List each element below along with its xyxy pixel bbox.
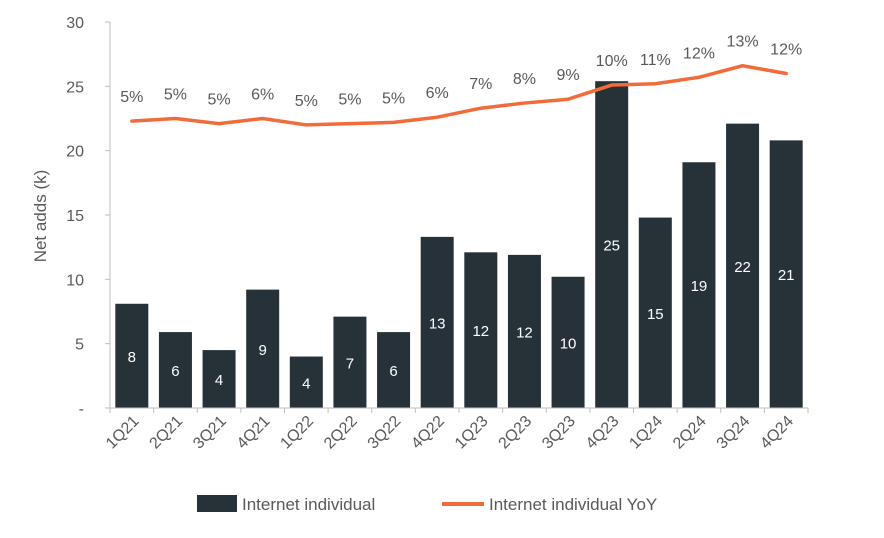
bar-value-label: 12 [516, 324, 533, 341]
bar-value-label: 4 [215, 372, 223, 389]
y-tick-label: 20 [66, 144, 84, 161]
bar-value-label: 19 [691, 278, 708, 295]
line-point [567, 98, 569, 100]
line-point [698, 76, 700, 78]
line-point [349, 123, 351, 125]
bar-series: 8 6 4 9 4 7 6 13 12 12 10 25 15 19 22 21 [115, 81, 803, 408]
bar [158, 332, 192, 408]
x-tick-label: 1Q24 [626, 413, 666, 453]
bar [638, 217, 672, 408]
bar [246, 289, 280, 408]
y-tick-label: 15 [66, 208, 84, 225]
x-axis: 1Q21 2Q21 3Q21 4Q21 1Q22 2Q22 3Q22 4Q22 1Q23 2Q23… [103, 407, 809, 453]
bar-value-label: 6 [389, 363, 397, 380]
x-tick-label: 1Q21 [103, 413, 143, 453]
legend: Internet individual Internet individual … [197, 495, 657, 514]
legend-bar-label: Internet individual [242, 495, 375, 514]
bar [551, 276, 585, 408]
line-value-label: 5% [338, 92, 361, 109]
bar [115, 303, 149, 408]
y-tick-label: 10 [66, 272, 84, 289]
bar-value-label: 21 [778, 267, 795, 284]
bar [420, 236, 454, 408]
line-point [131, 120, 133, 122]
bar [507, 254, 541, 408]
bar [377, 332, 411, 408]
line-value-label: 5% [382, 90, 405, 107]
bar-value-label: 13 [429, 315, 446, 332]
line-point [218, 123, 220, 125]
x-tick-label: 2Q21 [147, 413, 187, 453]
x-tick-label: 2Q23 [496, 413, 536, 453]
line-value-label: 6% [251, 87, 274, 104]
yoy-line [130, 63, 788, 127]
bar [464, 252, 498, 408]
line-value-label: 7% [469, 76, 492, 93]
line-value-label: 12% [770, 41, 802, 58]
line-point [480, 107, 482, 109]
y-tick-label: 25 [66, 79, 84, 96]
bar-value-label: 15 [647, 306, 664, 323]
x-tick-label: 4Q24 [757, 413, 797, 453]
y-axis: - 5 10 15 20 25 30 [66, 15, 111, 418]
bar [682, 162, 716, 408]
line-point [305, 124, 307, 126]
line-point [262, 118, 264, 119]
x-tick-label: 3Q23 [539, 413, 579, 453]
line-point [654, 83, 656, 85]
x-tick-label: 1Q22 [277, 413, 317, 453]
x-tick-label: 3Q22 [365, 413, 405, 453]
line-value-label: 5% [208, 92, 231, 109]
line-point [174, 118, 176, 119]
bar-value-label: 10 [560, 335, 577, 352]
line-value-label: 5% [120, 89, 143, 106]
line-value-label: 6% [426, 85, 449, 102]
y-tick-label: 5 [75, 337, 84, 354]
x-tick-label: 1Q23 [452, 413, 492, 453]
line-series: 5% 5% 5% 6% 5% 5% 5% 6% 7% 8% 9% 10% 11% 12% 13% 12% [120, 34, 802, 127]
line-value-label: 5% [295, 93, 318, 110]
x-tick-label: 4Q22 [408, 413, 448, 453]
x-tick-label: 3Q21 [190, 413, 230, 453]
line-point [785, 72, 787, 74]
bar [595, 81, 629, 408]
line-value-label: 9% [557, 67, 580, 84]
line-value-label: 12% [683, 45, 715, 62]
x-tick-label: 2Q24 [670, 413, 710, 453]
bar [726, 123, 760, 408]
bar [289, 356, 323, 408]
bar-value-label: 8 [128, 349, 136, 366]
bar-value-label: 6 [171, 363, 179, 380]
legend-line-label: Internet individual YoY [489, 495, 657, 514]
line-value-label: 8% [513, 71, 536, 88]
bar [333, 316, 367, 408]
bar-value-label: 25 [603, 238, 620, 255]
line-point [523, 102, 525, 104]
x-tick-label: 4Q21 [234, 413, 274, 453]
line-value-label: 11% [640, 52, 671, 69]
y-tick-label: 30 [66, 15, 84, 32]
legend-bar-swatch [197, 495, 237, 512]
bar-value-label: 22 [734, 259, 751, 276]
bar [202, 350, 236, 408]
bar-value-label: 12 [472, 323, 489, 340]
line-point [393, 121, 395, 123]
x-tick-label: 3Q24 [714, 413, 754, 453]
bar-value-label: 7 [346, 355, 354, 372]
bar [769, 140, 803, 408]
line-point [742, 65, 744, 67]
bar-value-label: 9 [259, 342, 267, 359]
line-point [436, 116, 438, 118]
bar-value-label: 4 [302, 375, 310, 392]
x-tick-label: 4Q23 [583, 413, 623, 453]
y-axis-title: Net adds (k) [31, 170, 50, 263]
line-value-label: 13% [727, 34, 759, 51]
line-value-label: 5% [164, 87, 187, 104]
line-value-label: 10% [596, 53, 628, 70]
x-tick-label: 2Q22 [321, 413, 361, 453]
y-tick-label: - [79, 401, 84, 418]
line-point [611, 84, 613, 86]
